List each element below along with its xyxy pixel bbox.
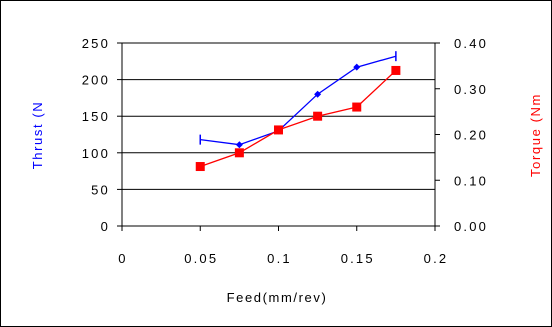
y-tick-label: 0 <box>101 219 110 234</box>
torque-point <box>313 111 323 121</box>
y2-tick-label: 0.40 <box>454 36 488 51</box>
y-axis-label: Thrust (N <box>30 101 45 170</box>
y-tick-label: 150 <box>82 109 110 124</box>
thrust-line <box>200 55 397 146</box>
thrust-point <box>235 141 243 149</box>
series-group <box>195 51 401 172</box>
x-tick-label: 0.2 <box>424 251 449 266</box>
x-tick-label: 0.05 <box>184 251 218 266</box>
y2-axis-label: Torque (Nm <box>528 93 543 177</box>
y-tick-label: 250 <box>82 36 110 51</box>
y-tick-labels: 0 50 100 150 200 250 <box>82 36 110 234</box>
thrust-point <box>353 63 361 71</box>
thrust-point <box>314 90 322 98</box>
torque-point <box>274 125 283 135</box>
y2-tick-label: 0.00 <box>454 219 488 234</box>
y-tick-label: 200 <box>82 73 110 88</box>
y2-tick-label: 0.10 <box>454 173 488 188</box>
torque-line <box>200 70 397 168</box>
x-axis-label: Feed(mm/rev) <box>227 290 328 305</box>
x-tick-label: 0.15 <box>341 251 375 266</box>
torque-point <box>352 102 362 112</box>
x-tick-label: 0 <box>118 251 127 266</box>
y-tick-label: 100 <box>82 146 110 161</box>
torque-point <box>391 65 401 75</box>
y2-tick-labels: 0.00 0.10 0.20 0.30 0.40 <box>454 36 488 234</box>
y2-tick-label: 0.30 <box>454 82 488 97</box>
x-tick-labels: 0 0.05 0.1 0.15 0.2 <box>118 251 449 266</box>
y-tick-label: 50 <box>91 182 110 197</box>
torque-point <box>234 148 244 158</box>
torque-point <box>195 162 205 172</box>
x-tick-label: 0.1 <box>267 251 292 266</box>
y2-tick-label: 0.20 <box>454 128 488 143</box>
axes <box>117 42 440 231</box>
gridlines <box>122 42 435 190</box>
